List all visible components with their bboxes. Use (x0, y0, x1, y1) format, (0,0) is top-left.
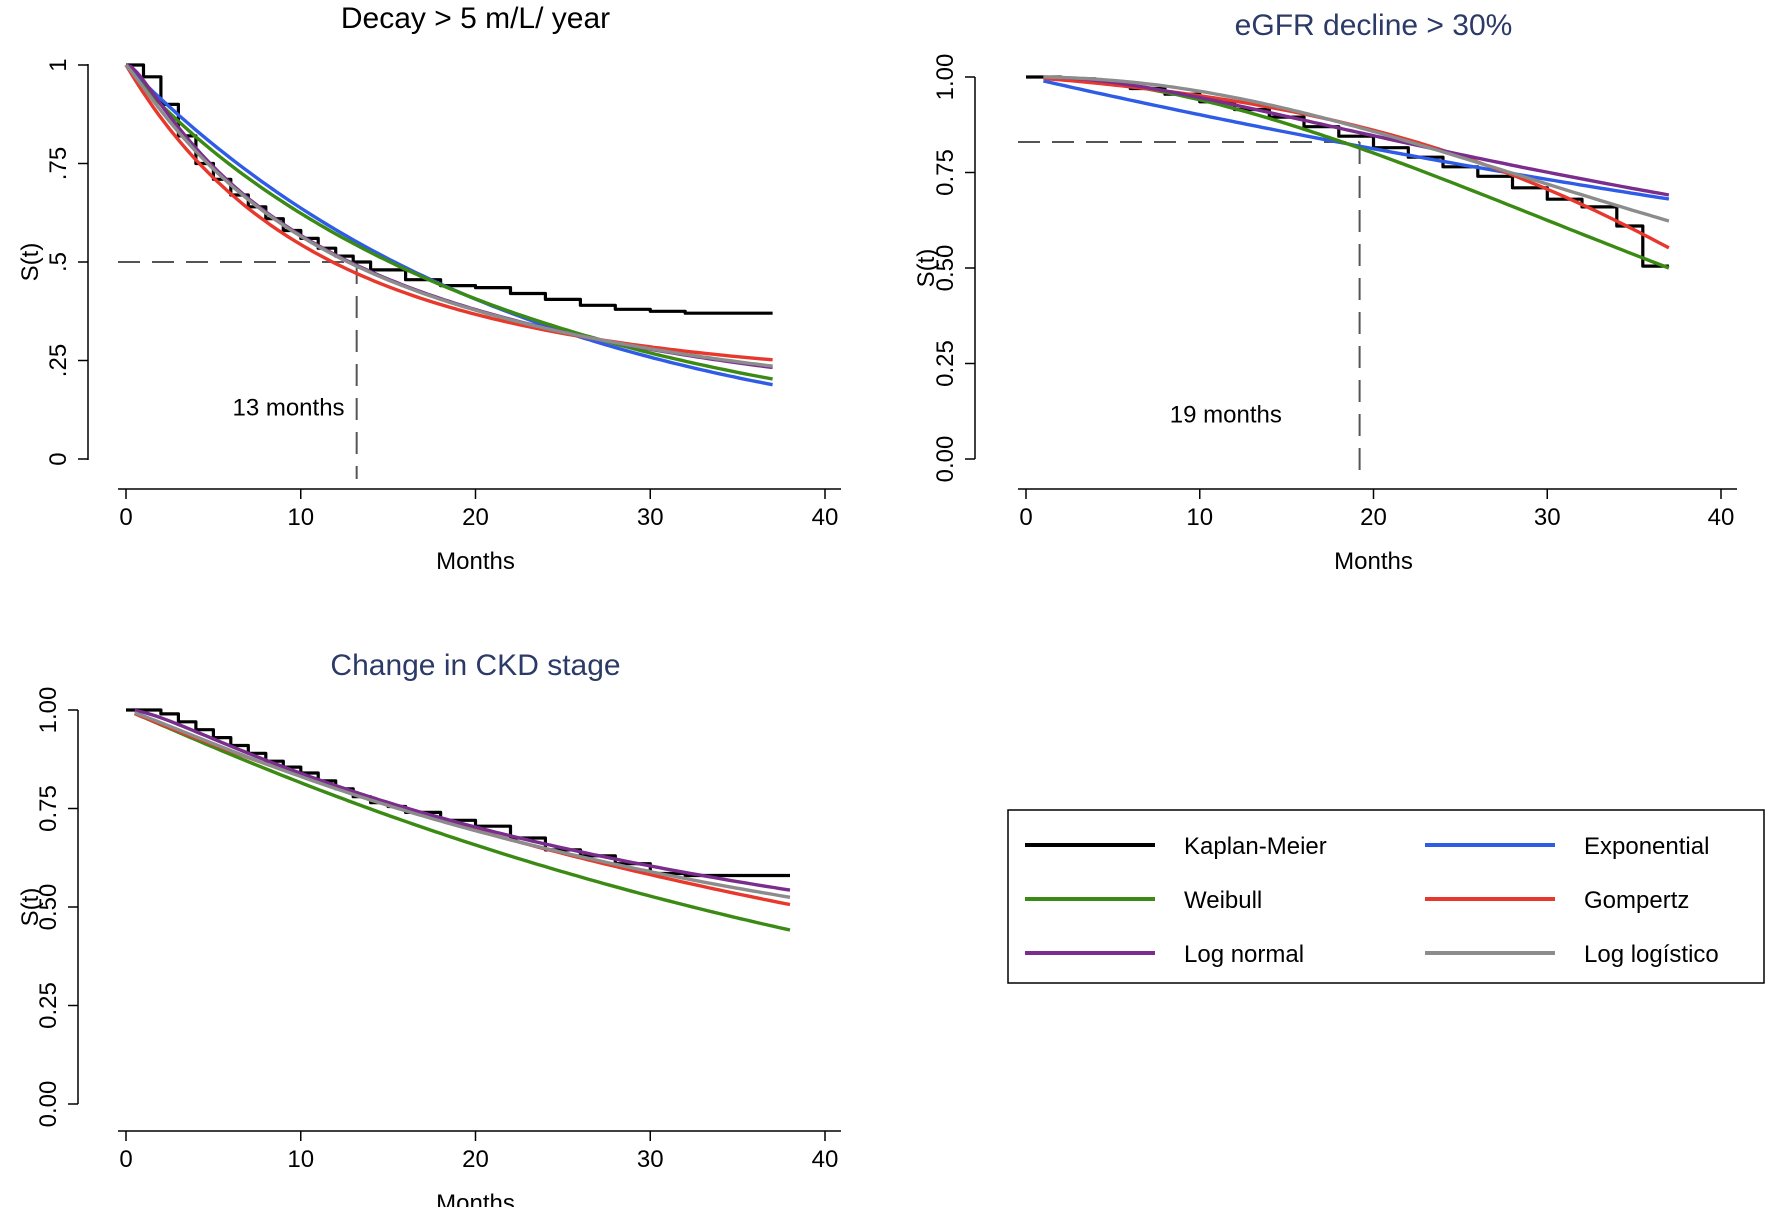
x-tick-label: 30 (1534, 504, 1561, 531)
y-tick-label: .25 (45, 344, 72, 377)
chart-title: Decay > 5 m/L/ year (341, 2, 610, 35)
series-log-logistico (124, 63, 773, 368)
y-axis-label: S(t) (913, 249, 940, 288)
series-log-normal (134, 708, 791, 892)
x-tick-label: 40 (1708, 504, 1735, 531)
x-tick-label: 30 (637, 1146, 664, 1173)
series-exponential (1043, 79, 1670, 201)
series-log-logistico (134, 711, 791, 899)
x-tick-label: 10 (287, 504, 314, 531)
y-tick-label: 0.00 (932, 436, 959, 483)
legend-label-log-logistico: Log logístico (1584, 941, 1719, 968)
x-axis-label: Months (436, 1190, 515, 1207)
y-tick-label: 0.75 (35, 785, 62, 832)
series-weibull (134, 711, 791, 932)
x-tick-label: 10 (287, 1146, 314, 1173)
y-tick-label: 0.50 (35, 884, 62, 931)
y-tick-label: 0.75 (932, 149, 959, 196)
y-tick-label: 1.00 (35, 687, 62, 734)
series-weibull (1043, 75, 1670, 270)
x-tick-label: 30 (637, 504, 664, 531)
y-tick-label: 0.25 (932, 340, 959, 387)
legend-item-weibull: Weibull (1025, 887, 1262, 914)
legend: Kaplan-Meier Exponential Weibull Gompert… (1007, 809, 1765, 984)
x-tick-label: 0 (119, 504, 132, 531)
y-tick-label: 0 (45, 452, 72, 465)
series-gompertz (124, 64, 773, 362)
panel-egfr: eGFR decline > 30% 0.00 0.25 0.50 0.75 1.00 0 1… (913, 9, 1737, 575)
y-tick-label: .75 (45, 147, 72, 180)
reference-label: 13 months (232, 395, 344, 422)
legend-label-weibull: Weibull (1184, 887, 1262, 914)
legend-item-exponential: Exponential (1425, 833, 1709, 860)
x-tick-label: 40 (812, 504, 839, 531)
series-gompertz (1043, 76, 1670, 250)
y-tick-label: .5 (45, 252, 72, 272)
series-exponential (124, 63, 773, 387)
series-kaplan-meier (126, 708, 790, 878)
series-log-normal (125, 63, 773, 370)
y-tick-label: 1.00 (932, 54, 959, 101)
x-axis-label: Months (436, 548, 515, 575)
legend-label-kaplan-meier: Kaplan-Meier (1184, 833, 1327, 860)
series-kaplan-meier (1026, 75, 1669, 268)
legend-item-log-logistico: Log logístico (1425, 941, 1719, 968)
x-tick-label: 20 (1360, 504, 1387, 531)
x-axis-label: Months (1334, 548, 1413, 575)
x-tick-label: 40 (812, 1146, 839, 1173)
y-tick-label: 0.50 (932, 245, 959, 292)
x-tick-label: 0 (119, 1146, 132, 1173)
chart-title: Change in CKD stage (330, 649, 620, 682)
y-tick-label: 0.00 (35, 1081, 62, 1128)
series-weibull (124, 63, 773, 381)
y-tick-label: 1 (45, 58, 72, 71)
legend-item-kaplan-meier: Kaplan-Meier (1025, 833, 1327, 860)
legend-label-exponential: Exponential (1584, 833, 1709, 860)
x-tick-label: 10 (1186, 504, 1213, 531)
x-tick-label: 20 (462, 504, 489, 531)
series-log-normal (1043, 75, 1670, 197)
reference-label: 19 months (1170, 402, 1282, 429)
panel-ckd: Change in CKD stage 0.00 0.25 0.50 0.75 1.00 0… (17, 649, 841, 1207)
y-axis-label: S(t) (17, 243, 44, 282)
x-tick-label: 0 (1019, 504, 1032, 531)
legend-item-gompertz: Gompertz (1425, 887, 1689, 914)
series-log-logistico (1043, 75, 1670, 223)
y-axis-label: S(t) (17, 888, 44, 927)
x-tick-label: 20 (462, 1146, 489, 1173)
y-tick-label: 0.25 (35, 982, 62, 1029)
series-kaplan-meier (126, 63, 773, 315)
legend-label-log-normal: Log normal (1184, 941, 1304, 968)
chart-title: eGFR decline > 30% (1235, 9, 1513, 42)
legend-item-log-normal: Log normal (1025, 941, 1304, 968)
legend-label-gompertz: Gompertz (1584, 887, 1689, 914)
